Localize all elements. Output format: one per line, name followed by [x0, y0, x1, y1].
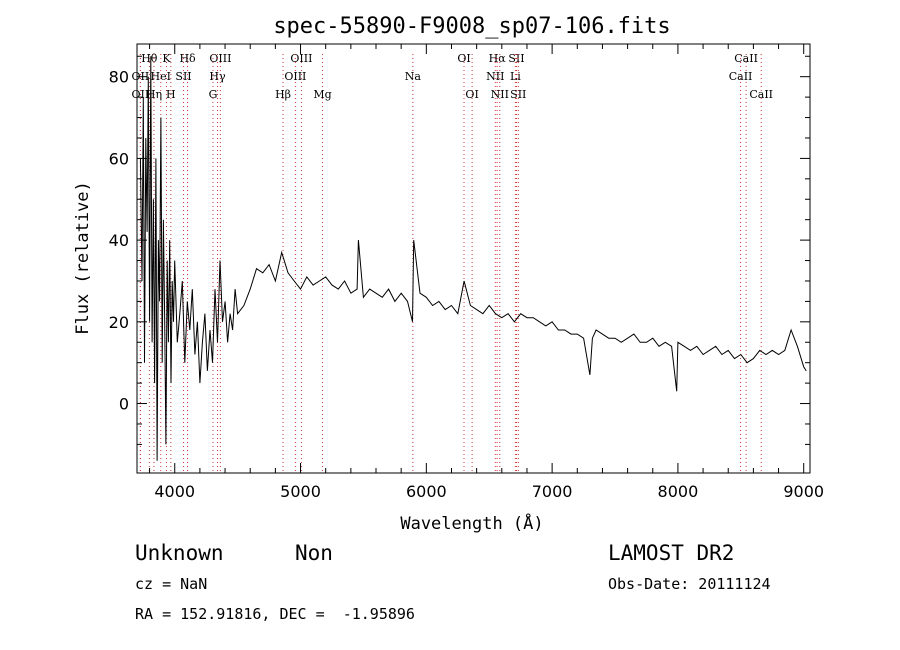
- y-tick-label-3: 60: [109, 149, 129, 168]
- line-label-13: OIII: [284, 70, 306, 83]
- x-tick-label-1: 5000: [280, 482, 321, 501]
- line-markers: HθOIIOIIKHδHeISIIHηHOIIIHγGOIIIOIIIHβMgN…: [132, 52, 773, 473]
- axes: 4000 5000 6000 7000 8000 9000 0 20 40 60 80: [109, 44, 824, 501]
- y-tick-label-0: 0: [119, 395, 129, 414]
- line-label-20: SII: [508, 52, 524, 65]
- x-tick-label-4: 8000: [658, 482, 699, 501]
- y-tick-label-4: 80: [109, 68, 129, 87]
- plot-frame: [136, 43, 811, 474]
- line-label-26: CaII: [729, 70, 753, 83]
- line-label-14: Hβ: [275, 88, 291, 101]
- x-tick-label-0: 4000: [154, 482, 195, 501]
- x-axis-label: Wavelength (Å): [400, 512, 543, 534]
- x-tick-label-2: 6000: [406, 482, 447, 501]
- chart-title: spec-55890-F9008_sp07-106.fits: [273, 14, 670, 39]
- line-label-27: CaII: [749, 88, 773, 101]
- line-label-17: OI: [457, 52, 470, 65]
- radec-label: RA = 152.91816, DEC = -1.95896: [135, 605, 415, 623]
- line-label-19: Hα: [489, 52, 507, 65]
- line-label-6: SII: [175, 70, 191, 83]
- series-line: [139, 56, 807, 461]
- class-label: Unknown: [135, 541, 224, 565]
- cz-label: cz = NaN: [135, 575, 208, 593]
- line-label-0: Hθ: [141, 52, 158, 65]
- y-tick-label-2: 40: [109, 231, 129, 250]
- line-label-11: G: [209, 88, 218, 101]
- x-tick-label-5: 9000: [783, 482, 824, 501]
- subclass-label: Non: [295, 541, 333, 565]
- line-label-21: NII: [486, 70, 504, 83]
- line-label-9: OIII: [209, 52, 231, 65]
- line-label-7: Hη: [146, 88, 162, 101]
- line-label-22: Li: [510, 70, 521, 83]
- line-label-5: HeI: [151, 70, 171, 83]
- x-tick-label-3: 7000: [532, 482, 573, 501]
- line-label-18: OI: [465, 88, 478, 101]
- line-label-15: Mg: [313, 88, 331, 101]
- obs-date-label: Obs-Date: 20111124: [608, 575, 771, 593]
- y-tick-label-1: 20: [109, 313, 129, 332]
- line-label-4: Hδ: [179, 52, 196, 65]
- line-label-3: K: [162, 52, 171, 65]
- line-label-25: CaII: [734, 52, 758, 65]
- line-label-16: Na: [405, 70, 422, 83]
- survey-label: LAMOST DR2: [608, 541, 735, 565]
- line-label-2: OII: [132, 88, 150, 101]
- line-label-24: SII: [510, 88, 526, 101]
- y-axis-label: Flux (relative): [73, 181, 93, 335]
- line-label-12: OIII: [290, 52, 312, 65]
- line-label-10: Hγ: [209, 70, 226, 83]
- line-label-23: NII: [491, 88, 509, 101]
- line-label-8: H: [166, 88, 176, 101]
